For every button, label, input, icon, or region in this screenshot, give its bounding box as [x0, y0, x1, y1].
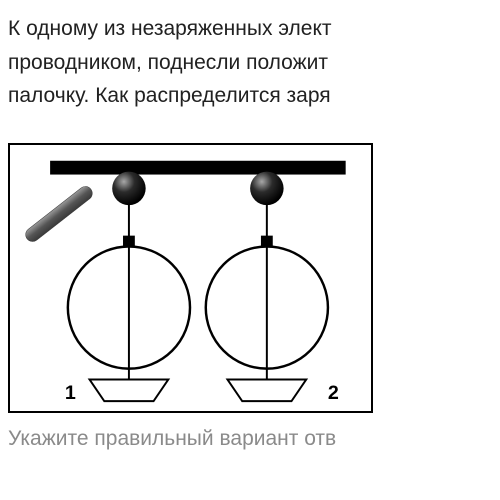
question-container: К одному из незаряженных элект проводник…	[0, 0, 500, 143]
charged-rod	[23, 183, 95, 244]
electroscope-2: 2	[206, 171, 339, 404]
question-line-3: палочку. Как распределится заря	[8, 79, 492, 113]
question-text: К одному из незаряженных элект проводник…	[8, 12, 492, 113]
question-line-2: проводником, поднесли положит	[8, 46, 492, 80]
diagram-wrapper: 1 2	[0, 143, 500, 413]
base-1	[90, 379, 169, 401]
diagram-box: 1 2	[8, 143, 373, 413]
label-2: 2	[328, 382, 339, 404]
physics-diagram: 1 2	[10, 145, 371, 411]
ceiling-bar	[50, 161, 346, 175]
label-1: 1	[65, 382, 76, 404]
base-2	[227, 379, 306, 401]
ball-2	[250, 171, 283, 204]
electroscope-1: 1	[65, 171, 190, 404]
answer-prompt: Укажите правильный вариант отв	[0, 413, 500, 451]
question-line-1: К одному из незаряженных элект	[8, 12, 492, 46]
ball-1	[112, 171, 145, 204]
